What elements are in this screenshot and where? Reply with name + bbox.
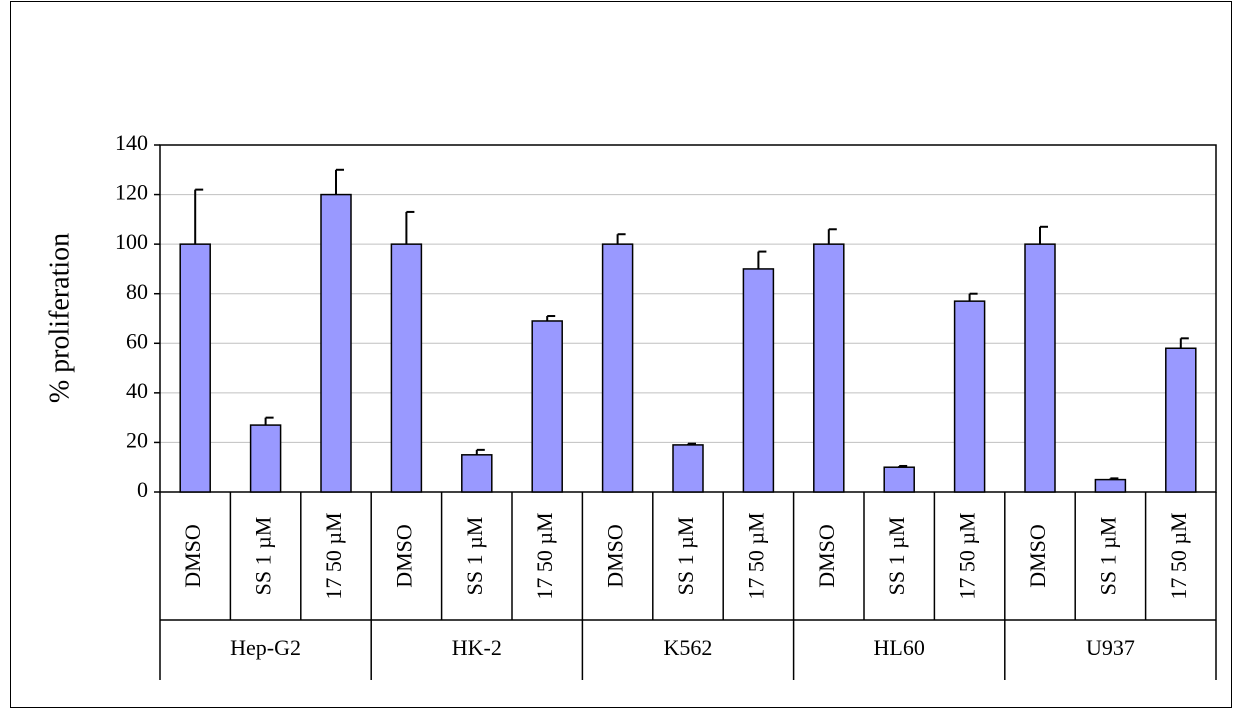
bar bbox=[953, 300, 986, 493]
y-tick-label: 20 bbox=[126, 427, 148, 452]
x-tick-label: 17 50 µM bbox=[1166, 512, 1191, 599]
bar bbox=[320, 193, 352, 493]
bar bbox=[742, 268, 775, 493]
x-tick-label: SS 1 µM bbox=[673, 517, 698, 596]
x-tick-label: SS 1 µM bbox=[884, 517, 909, 596]
bar bbox=[179, 243, 211, 493]
group-label: HK-2 bbox=[452, 635, 502, 660]
bar bbox=[461, 454, 493, 493]
x-tick-label: 17 50 µM bbox=[955, 512, 980, 599]
bar bbox=[1024, 243, 1056, 493]
x-tick-label: SS 1 µM bbox=[1095, 517, 1120, 596]
x-tick-label: DMSO bbox=[391, 524, 416, 588]
bar bbox=[390, 243, 423, 493]
x-tick-label: DMSO bbox=[1025, 524, 1050, 588]
x-tick-label: SS 1 µM bbox=[251, 517, 276, 596]
y-tick-label: 100 bbox=[115, 229, 148, 254]
bar bbox=[813, 243, 845, 493]
y-tick-label: 120 bbox=[115, 180, 148, 205]
bar bbox=[531, 320, 563, 493]
x-tick-label: DMSO bbox=[603, 524, 628, 588]
y-tick-label: 60 bbox=[126, 328, 148, 353]
y-tick-label: 80 bbox=[126, 279, 148, 304]
group-label: K562 bbox=[664, 635, 713, 660]
bar bbox=[601, 243, 634, 493]
x-tick-label: 17 50 µM bbox=[532, 512, 557, 599]
bar bbox=[1165, 347, 1197, 493]
x-tick-label: SS 1 µM bbox=[462, 517, 487, 596]
bar bbox=[249, 424, 282, 493]
bar bbox=[672, 444, 704, 493]
x-tick-label: 17 50 µM bbox=[321, 512, 346, 599]
x-tick-label: DMSO bbox=[814, 524, 839, 588]
y-tick-label: 140 bbox=[115, 130, 148, 155]
group-label: U937 bbox=[1086, 635, 1135, 660]
group-label: Hep-G2 bbox=[230, 635, 301, 660]
x-tick-label: 17 50 µM bbox=[743, 512, 768, 599]
plot-border bbox=[159, 144, 1217, 493]
y-tick-label: 0 bbox=[137, 477, 148, 502]
group-label: HL60 bbox=[874, 635, 925, 660]
bar bbox=[1094, 478, 1127, 493]
x-tick-label: DMSO bbox=[180, 524, 205, 588]
y-tick-label: 40 bbox=[126, 378, 148, 403]
bar bbox=[883, 466, 915, 493]
y-axis-label: % proliferation bbox=[44, 233, 75, 403]
